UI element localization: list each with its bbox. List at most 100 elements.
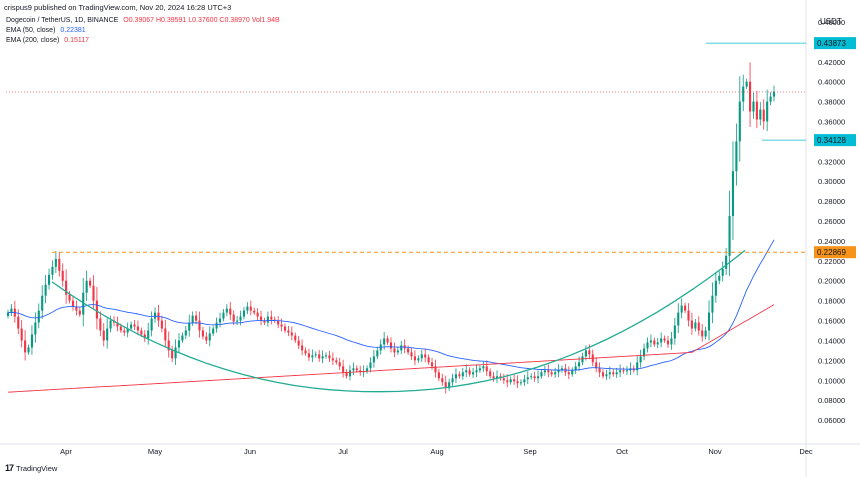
candle-body xyxy=(574,366,577,371)
candle-body xyxy=(366,368,369,372)
candle-body xyxy=(478,368,481,371)
candle-body xyxy=(742,86,745,102)
candle-body xyxy=(424,354,427,358)
candle-body xyxy=(171,350,174,359)
candle-body xyxy=(619,370,622,373)
candle-body xyxy=(554,372,557,375)
candle-body xyxy=(188,322,191,331)
candle-body xyxy=(598,368,601,373)
candle-body xyxy=(725,255,728,269)
candle-body xyxy=(533,376,536,379)
y-tick-label: 0.16000 xyxy=(818,317,845,326)
candle-body xyxy=(441,378,444,383)
candle-body xyxy=(27,347,30,353)
candle-body xyxy=(92,285,95,301)
ema50-line xyxy=(7,239,775,371)
brand-label: TradingView xyxy=(16,463,58,473)
candle-body xyxy=(294,335,297,341)
candle-body xyxy=(229,308,232,315)
candle-body xyxy=(78,310,81,315)
candle-body xyxy=(578,362,581,367)
candle-body xyxy=(95,300,98,319)
candle-body xyxy=(707,312,711,331)
candle-body xyxy=(413,356,416,361)
candle-body xyxy=(687,310,690,321)
candle-body xyxy=(47,274,51,285)
candle-body xyxy=(383,338,386,345)
candle-body xyxy=(506,380,509,383)
candle-body xyxy=(697,322,700,331)
candle-body xyxy=(41,295,44,311)
candle-body xyxy=(280,324,283,327)
x-tick-label: Dec xyxy=(799,447,813,456)
candle-body xyxy=(256,312,259,317)
y-tick-label: 0.18000 xyxy=(818,297,845,306)
tradingview-logo[interactable]: 17 TradingView xyxy=(5,463,57,473)
ema50-row[interactable]: EMA (50, close) 0.22381 xyxy=(6,26,280,36)
price-label-box xyxy=(814,37,856,50)
candle-body xyxy=(468,370,471,375)
candle-body xyxy=(567,372,570,375)
y-tick-label: 0.12000 xyxy=(818,356,845,365)
candle-body xyxy=(290,332,293,336)
candle-body xyxy=(140,330,143,335)
candle-body xyxy=(728,216,731,256)
candle-body xyxy=(711,295,714,313)
ema200-row[interactable]: EMA (200, close) 0.15117 xyxy=(6,36,280,46)
candle-body xyxy=(106,328,109,341)
candle-body xyxy=(543,370,546,373)
candle-body xyxy=(769,96,772,102)
candle-body xyxy=(673,325,676,339)
candle-body xyxy=(547,370,550,373)
candle-body xyxy=(174,347,177,359)
candle-body xyxy=(270,316,273,320)
candle-body xyxy=(400,345,403,351)
candle-body xyxy=(461,372,464,377)
candle-body xyxy=(126,328,129,333)
candle-body xyxy=(123,330,126,333)
candle-body xyxy=(386,338,389,343)
symbol-row[interactable]: Dogecoin / TetherUS, 1D, BINANCE O0.3906… xyxy=(6,16,280,26)
candle-body xyxy=(430,362,434,367)
candle-body xyxy=(130,324,133,329)
candle-body xyxy=(10,308,13,313)
x-tick-label: Jun xyxy=(244,447,256,456)
candle-body xyxy=(301,345,304,351)
candle-body xyxy=(605,374,608,377)
candle-body xyxy=(622,370,625,372)
candle-body xyxy=(75,306,78,311)
candle-body xyxy=(102,330,105,341)
candle-body xyxy=(195,315,198,321)
candle-body xyxy=(615,372,618,375)
candle-body xyxy=(721,268,724,276)
candle-body xyxy=(37,310,40,323)
price-label-text: 0.22869 xyxy=(817,248,846,257)
price-label-box xyxy=(814,246,856,259)
candle-body xyxy=(759,109,762,120)
candle-body xyxy=(454,374,458,379)
candle-body xyxy=(304,350,307,354)
candle-body xyxy=(489,371,492,377)
candle-body xyxy=(731,171,735,217)
x-tick-label: Oct xyxy=(616,447,629,456)
candle-body xyxy=(215,322,218,329)
candle-body xyxy=(642,348,646,357)
candle-body xyxy=(502,378,505,381)
candle-body xyxy=(17,316,20,329)
candle-body xyxy=(509,379,512,383)
candle-body xyxy=(24,340,27,353)
candle-body xyxy=(184,330,187,336)
candle-body xyxy=(588,350,591,355)
candle-body xyxy=(523,379,526,383)
ema50-label: EMA (50, close) xyxy=(6,27,56,34)
candle-body xyxy=(232,314,235,322)
candle-body xyxy=(519,382,523,384)
symbol-label: Dogecoin / TetherUS, 1D, BINANCE xyxy=(6,17,119,24)
candle-body xyxy=(639,356,642,363)
y-tick-label: 0.42000 xyxy=(818,58,845,67)
candle-body xyxy=(242,310,246,317)
candle-body xyxy=(526,377,529,380)
candle-body xyxy=(109,320,112,329)
candle-body xyxy=(444,382,447,389)
